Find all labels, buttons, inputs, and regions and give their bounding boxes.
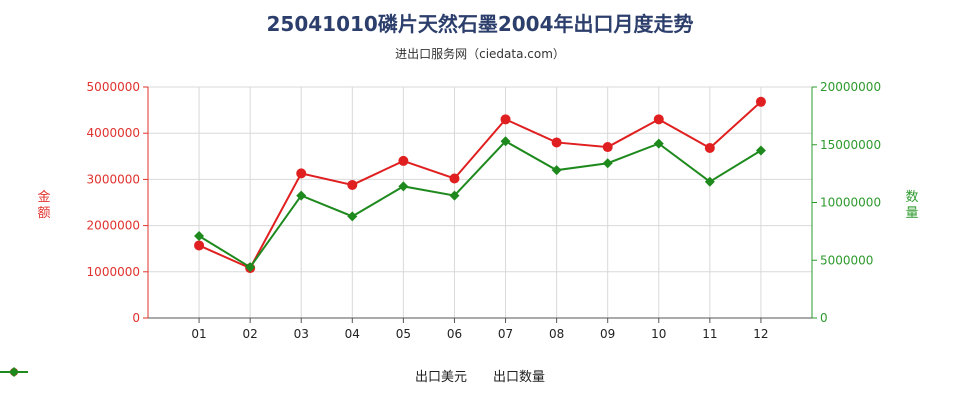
data-point-export-qty [704,176,715,187]
legend-label-export-qty: 出口数量 [493,370,546,385]
data-point-export-usd [194,240,205,251]
data-point-export-usd [347,179,358,190]
x-tick-label: 01 [191,327,206,341]
data-point-export-qty [755,145,766,156]
data-point-export-usd [449,173,460,184]
x-tick-label: 05 [396,327,411,341]
data-point-export-usd [551,137,562,148]
data-point-export-usd [755,96,766,107]
x-tick-label: 03 [294,327,309,341]
data-point-export-qty [296,190,307,201]
x-tick-label: 08 [549,327,564,341]
legend: 出口美元 出口数量 [0,366,960,385]
plot-frame [147,86,813,319]
y-left-tick-label: 4000000 [87,126,140,140]
x-tick-label: 12 [753,327,768,341]
data-point-export-qty [449,190,460,201]
data-point-export-qty [398,181,409,192]
y-right-tick-label: 5000000 [820,253,873,267]
x-tick-label: 09 [600,327,615,341]
data-point-export-usd [296,168,307,179]
data-point-export-qty [653,138,664,149]
y-right-tick-label: 20000000 [820,80,881,94]
y-left-tick-label: 1000000 [87,265,140,279]
chart-title: 25041010磷片天然石墨2004年出口月度走势 [266,12,694,36]
x-tick-label: 11 [702,327,717,341]
data-point-export-usd [653,114,664,125]
data-point-export-usd [500,114,511,125]
y-right-tick-label: 15000000 [820,138,881,152]
series-line-export-usd [198,101,762,270]
chart-subtitle: 进出口服务网（ciedata.com） [395,47,565,61]
y-left-tick-label: 0 [132,311,140,325]
data-point-export-qty [245,262,256,273]
data-point-export-qty [347,211,358,222]
x-tick-label: 06 [447,327,462,341]
x-tick-label: 10 [651,327,666,341]
y-axis-left-label: 金额 [37,190,51,221]
legend-item-export-qty[interactable]: 出口数量 [0,366,546,385]
y-left-tick-label: 2000000 [87,219,140,233]
x-tick-label: 04 [345,327,360,341]
data-point-export-usd [398,155,409,166]
y-left-tick-label: 3000000 [87,172,140,186]
y-left-tick-label: 5000000 [87,80,140,94]
data-point-export-usd [704,142,715,153]
y-axis-right-label: 数量 [905,190,919,221]
data-point-export-qty [602,158,613,169]
x-tick-label: 02 [243,327,258,341]
legend-item-export-usd[interactable]: 出口美元 [0,366,467,385]
data-point-export-qty [500,136,511,147]
legend-label-export-usd: 出口美元 [414,370,467,385]
y-right-tick-label: 10000000 [820,196,881,210]
legend-swatch-green [0,367,28,377]
data-point-export-qty [551,165,562,176]
data-point-export-usd [602,142,613,153]
x-tick-label: 07 [498,327,513,341]
series-line-export-qty [198,140,762,269]
y-right-tick-label: 0 [820,311,828,325]
data-point-export-qty [194,230,205,241]
